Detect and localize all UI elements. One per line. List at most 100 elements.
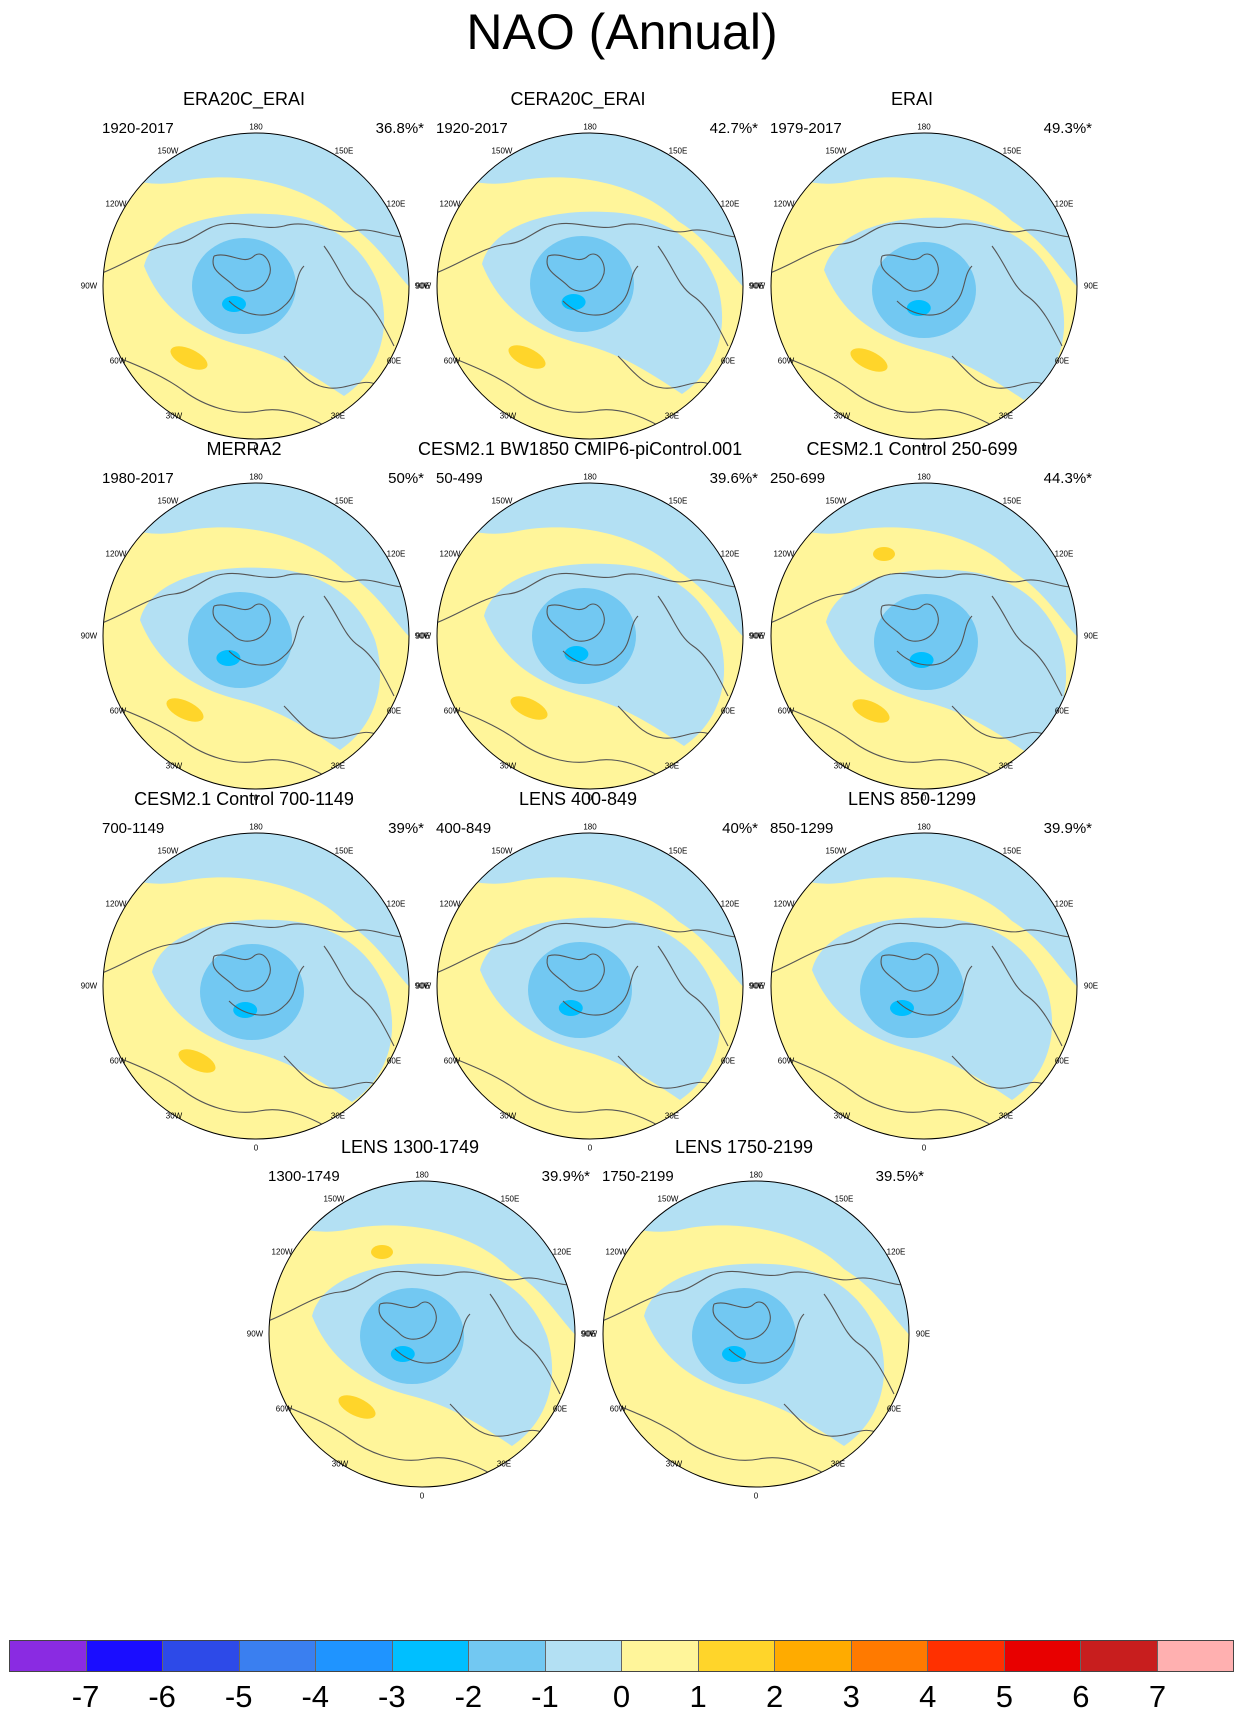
longitude-label: 180 (917, 472, 931, 482)
colorbar-swatch (315, 1641, 392, 1671)
colorbar-tick-label: -5 (224, 1679, 253, 1714)
longitude-label: 150E (668, 846, 688, 856)
arctic-negative-peak (216, 650, 241, 666)
coastline (880, 253, 939, 292)
longitude-label: 150W (157, 846, 179, 856)
coastline (991, 595, 1063, 697)
longitude-label: 90E (1083, 631, 1099, 641)
colorbar-swatch (544, 1641, 621, 1671)
coastline (323, 245, 395, 347)
polar-map (436, 482, 744, 790)
longitude-label: 90W (414, 981, 432, 991)
coastline (657, 945, 729, 1047)
colorbar-swatch (697, 1641, 774, 1671)
longitude-label: 90E (915, 1329, 931, 1339)
panel-years: 50-499 (436, 470, 483, 487)
polar-map (268, 1180, 576, 1488)
polar-map (770, 482, 1078, 790)
atlantic-positive-peak (170, 346, 208, 370)
pacific-positive-peak (371, 1245, 393, 1259)
longitude-label: 30E (330, 761, 346, 771)
coastline (951, 1055, 1048, 1089)
map-panel: CESM2.1 Control 700-1149 700-1149 39%* 180 1… (81, 788, 464, 1173)
longitude-label: 90E (1083, 281, 1099, 291)
colorbar-swatch (468, 1641, 545, 1671)
pacific-negative-region (603, 1181, 909, 1349)
atlantic-positive-peak (850, 348, 888, 372)
longitude-label: 180 (249, 472, 263, 482)
longitude-label: 30W (833, 761, 851, 771)
longitude-label: 60E (886, 1404, 902, 1414)
longitude-label: 180 (583, 122, 597, 132)
longitude-label: 30W (499, 761, 517, 771)
longitude-label: 150W (323, 1194, 345, 1204)
longitude-label: 120W (271, 1247, 293, 1257)
polar-map (102, 132, 410, 440)
map-boundary (102, 482, 410, 790)
longitude-label: 180 (917, 822, 931, 832)
arctic-negative-core (360, 1288, 464, 1384)
map-boundary (770, 482, 1078, 790)
longitude-label: 90E (415, 981, 431, 991)
map-panel: CESM2.1 BW1850 CMIP6-piControl.001 50-499… (415, 438, 798, 823)
coastline (562, 615, 639, 666)
panel-title: LENS 1750-2199 (674, 1137, 814, 1157)
polar-map (770, 132, 1078, 440)
coastline (783, 1403, 880, 1437)
coastline (228, 265, 305, 316)
longitude-label: 90E (749, 981, 765, 991)
longitude-label: 60E (720, 356, 736, 366)
arctic-negative-peak (222, 296, 246, 312)
panel-title: ERA20C_ERAI (182, 89, 306, 109)
map-boundary (268, 1180, 576, 1488)
panel-years: 1300-1749 (268, 1168, 340, 1185)
pacific-negative-region (437, 833, 743, 1001)
panel-years: 1920-2017 (436, 120, 508, 137)
coastline (489, 1293, 561, 1395)
longitude-label: 30E (664, 761, 680, 771)
longitude-label: 60W (443, 356, 461, 366)
longitude-label: 30W (499, 411, 517, 421)
longitude-label: 0 (587, 793, 593, 803)
longitude-label: 150W (825, 146, 847, 156)
panel-variance-percent: 39.9%* (1043, 820, 1092, 837)
pacific-negative-region (103, 483, 409, 651)
longitude-label: 120W (439, 549, 461, 559)
longitude-label: 150E (334, 146, 354, 156)
longitude-label: 120E (886, 1247, 906, 1257)
longitude-label: 0 (921, 443, 927, 453)
longitude-label: 180 (583, 822, 597, 832)
polar-map (770, 832, 1078, 1140)
panel-years: 850-1299 (770, 820, 834, 837)
colorbar-tick-label: -2 (454, 1679, 483, 1714)
longitude-label: 60W (109, 1056, 127, 1066)
map-boundary (102, 832, 410, 1140)
coastline (657, 245, 729, 347)
pacific-negative-region (437, 483, 743, 651)
longitude-label: 60W (275, 1404, 293, 1414)
arctic-negative-core (200, 944, 304, 1040)
panel-variance-percent: 40%* (722, 820, 758, 837)
longitude-label: 60W (777, 356, 795, 366)
longitude-label: 120W (105, 549, 127, 559)
panel-variance-percent: 39.9%* (541, 1168, 590, 1185)
coastline (617, 1055, 714, 1089)
longitude-label: 90W (80, 631, 98, 641)
longitude-label: 180 (249, 822, 263, 832)
coastline (896, 965, 973, 1016)
coastline (991, 945, 1063, 1047)
colorbar-swatch (391, 1641, 468, 1671)
longitude-label: 120E (386, 899, 406, 909)
colorbar-tick-label: -6 (148, 1679, 176, 1714)
longitude-label: 60W (777, 1056, 795, 1066)
longitude-label: 30E (330, 411, 346, 421)
longitude-label: 120W (439, 199, 461, 209)
polar-map (102, 482, 410, 790)
longitude-label: 60E (1054, 706, 1070, 716)
coastline (283, 1055, 380, 1089)
coastline (771, 572, 1077, 627)
longitude-label: 30E (330, 1111, 346, 1121)
coastline (269, 1270, 575, 1325)
coastline (283, 355, 380, 389)
colorbar (9, 1640, 1234, 1672)
